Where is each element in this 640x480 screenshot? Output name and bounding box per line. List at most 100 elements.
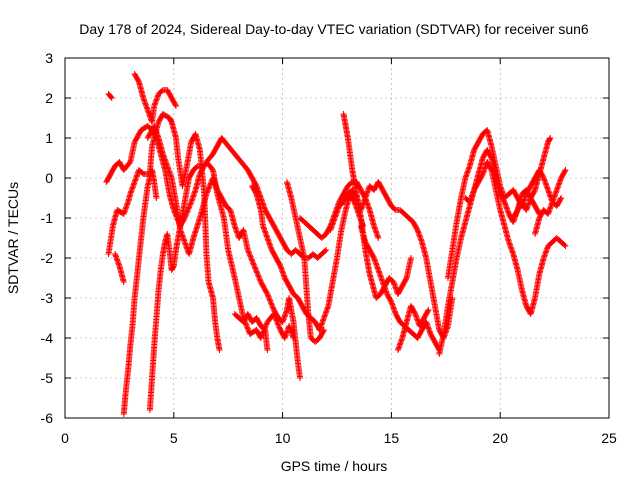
y-axis-ticks: -6 -5 -4 -3 -2 -1 0 1 2 3 xyxy=(41,50,609,426)
data-point xyxy=(297,375,304,381)
data-point xyxy=(207,181,214,188)
series-pass-08 xyxy=(144,123,304,381)
data-point xyxy=(108,95,115,101)
data-point xyxy=(256,276,263,283)
y-tick-label: -2 xyxy=(41,250,54,266)
data-point xyxy=(257,335,264,341)
series-pass-17 xyxy=(394,303,432,353)
data-point xyxy=(252,267,259,273)
data-point xyxy=(263,289,270,296)
plot-points xyxy=(103,71,569,417)
x-tick-label: 0 xyxy=(61,430,69,446)
data-point xyxy=(193,164,200,170)
data-point xyxy=(172,103,179,109)
y-tick-label: -4 xyxy=(41,330,54,346)
data-point xyxy=(257,277,264,284)
data-point xyxy=(246,251,253,257)
data-point xyxy=(187,200,194,207)
data-point xyxy=(252,265,259,272)
data-point xyxy=(562,167,569,173)
data-point xyxy=(275,321,282,328)
data-point xyxy=(254,271,261,277)
data-point xyxy=(255,272,262,279)
data-point xyxy=(557,196,564,203)
y-tick-label: 0 xyxy=(45,170,53,186)
data-point xyxy=(265,293,272,300)
series-pass-06 xyxy=(131,71,179,125)
data-point xyxy=(248,255,255,261)
series-pass-11 xyxy=(249,183,367,333)
data-point xyxy=(245,249,252,256)
data-point xyxy=(391,206,398,212)
data-point xyxy=(245,248,252,255)
data-point xyxy=(487,165,494,172)
chart-title: Day 178 of 2024, Sidereal Day-to-day VTE… xyxy=(79,21,589,37)
data-point xyxy=(187,201,194,208)
data-point xyxy=(204,188,211,195)
data-point xyxy=(248,256,255,263)
data-point xyxy=(199,163,206,169)
data-point xyxy=(546,136,553,142)
data-point xyxy=(249,259,256,265)
series-pass-07 xyxy=(146,163,206,413)
data-point xyxy=(268,300,275,307)
y-tick-label: 3 xyxy=(45,50,53,66)
data-point xyxy=(170,207,177,213)
data-point xyxy=(185,205,192,212)
data-point xyxy=(244,247,251,253)
data-point xyxy=(547,135,554,141)
data-point xyxy=(244,325,251,332)
data-point xyxy=(264,291,271,297)
data-point xyxy=(183,211,190,217)
data-point xyxy=(184,208,191,215)
data-point xyxy=(267,299,274,305)
data-point xyxy=(251,264,258,271)
data-point xyxy=(203,191,210,197)
data-point xyxy=(172,101,179,108)
data-point xyxy=(320,327,327,333)
x-axis-label: GPS time / hours xyxy=(281,458,388,474)
y-tick-label: 2 xyxy=(45,90,53,106)
series-pass-04 xyxy=(112,251,127,285)
x-tick-label: 5 xyxy=(170,430,178,446)
data-point xyxy=(205,185,212,192)
data-point xyxy=(425,307,432,313)
data-point xyxy=(255,273,262,280)
data-point xyxy=(206,184,213,191)
data-point xyxy=(186,203,193,209)
series-pass-10 xyxy=(231,311,271,353)
data-point xyxy=(275,323,282,329)
series-pass-16 xyxy=(357,223,443,353)
y-tick-label: 1 xyxy=(45,130,53,146)
data-point xyxy=(107,94,114,100)
series-pass-05 xyxy=(120,167,160,417)
data-point xyxy=(243,321,250,328)
series-pass-01 xyxy=(105,91,115,101)
data-point xyxy=(424,308,431,315)
data-point xyxy=(276,324,283,331)
data-point xyxy=(246,252,253,259)
data-point xyxy=(250,261,257,268)
data-point xyxy=(153,195,160,201)
data-point xyxy=(267,297,274,304)
data-point xyxy=(245,327,252,333)
series-pass-12 xyxy=(283,179,327,345)
data-point xyxy=(266,295,272,301)
data-point xyxy=(250,260,257,267)
y-tick-label: -3 xyxy=(41,290,54,306)
data-point xyxy=(403,276,410,283)
data-point xyxy=(256,275,263,281)
data-point xyxy=(407,255,414,261)
data-point xyxy=(375,235,382,241)
plot-frame xyxy=(64,57,610,419)
data-point xyxy=(561,168,568,175)
data-point xyxy=(264,347,271,353)
data-point xyxy=(268,301,275,308)
data-point xyxy=(182,212,189,219)
x-tick-label: 25 xyxy=(601,430,617,446)
data-point xyxy=(203,189,210,196)
data-point xyxy=(269,304,276,311)
data-point xyxy=(254,269,261,276)
